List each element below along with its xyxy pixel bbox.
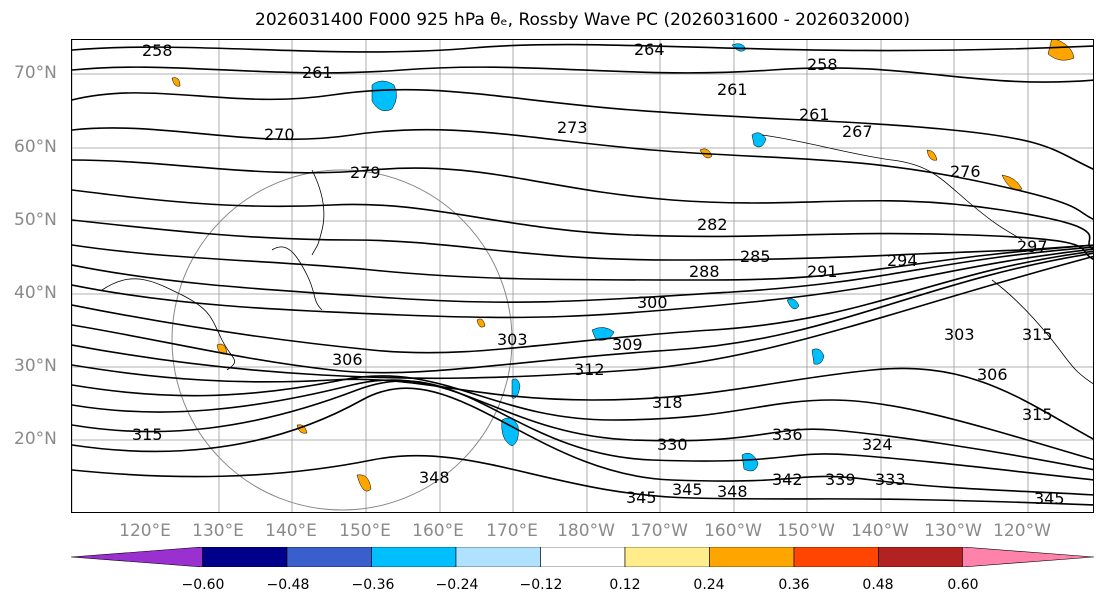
colorbar-segment xyxy=(962,547,1094,567)
colorbar-tick: 0.12 xyxy=(609,577,641,593)
map-panel: 258 261 264 258 261 261 267 270 273 276 … xyxy=(71,39,1094,513)
colorbar-segment xyxy=(878,547,964,567)
lon-label-140e: 140°E xyxy=(265,521,317,541)
colorbar-tick: −0.60 xyxy=(181,577,225,593)
contour-label: 315 xyxy=(1022,405,1053,424)
colorbar-segment xyxy=(540,547,626,567)
contour-label: 261 xyxy=(799,105,830,124)
lon-label-120e: 120°E xyxy=(119,521,171,541)
contour-label: 291 xyxy=(807,262,838,281)
contour-label: 264 xyxy=(634,40,665,59)
lon-label-130e: 130°E xyxy=(192,521,244,541)
contour-label: 318 xyxy=(652,393,683,412)
contour-label: 261 xyxy=(717,80,748,99)
contour-label: 306 xyxy=(977,365,1008,384)
contour-label: 267 xyxy=(842,122,873,141)
colorbar-segment xyxy=(709,547,795,567)
contour-labels: 258 261 264 258 261 261 267 270 273 276 … xyxy=(132,40,1065,508)
contour-label: 279 xyxy=(350,163,381,182)
lon-label-160e: 160°E xyxy=(412,521,464,541)
colorbar-tick: 0.48 xyxy=(862,577,894,593)
colorbar-tick: 0.24 xyxy=(693,577,725,593)
lon-label-150w: 150°W xyxy=(777,521,835,541)
colorbar-tick: −0.24 xyxy=(435,577,479,593)
contour-label: 297 xyxy=(1017,237,1048,256)
contour-label: 330 xyxy=(657,435,688,454)
lon-label-120w: 120°W xyxy=(993,521,1051,541)
lon-label-170w: 170°W xyxy=(630,521,688,541)
colorbar-segment xyxy=(793,547,879,567)
contour-label: 300 xyxy=(637,293,668,312)
lon-label-170e: 170°E xyxy=(486,521,538,541)
colorbar xyxy=(71,547,1094,567)
contour-label: 333 xyxy=(875,470,906,489)
contour-label: 258 xyxy=(807,55,838,74)
contour-label: 315 xyxy=(1022,325,1053,344)
lon-label-150e: 150°E xyxy=(339,521,391,541)
colorbar-segment xyxy=(202,547,288,567)
figure-title: 2026031400 F000 925 hPa θₑ, Rossby Wave … xyxy=(255,10,910,30)
range-rings xyxy=(171,169,513,511)
colorbar-segment xyxy=(71,547,203,567)
contour-label: 342 xyxy=(772,470,803,489)
contour-label: 303 xyxy=(944,325,975,344)
contour-label: 306 xyxy=(332,350,363,369)
lon-label-140w: 140°W xyxy=(851,521,909,541)
contour-label: 258 xyxy=(142,41,173,60)
lon-label-160w: 160°W xyxy=(704,521,762,541)
colorbar-segment xyxy=(371,547,457,567)
colorbar-tick: −0.48 xyxy=(266,577,310,593)
theta-e-contours xyxy=(72,43,1093,506)
map-canvas: 258 261 264 258 261 261 267 270 273 276 … xyxy=(72,40,1093,512)
contour-label: 288 xyxy=(689,262,720,281)
lon-label-180w: 180°W xyxy=(557,521,615,541)
lat-label-60n: 60°N xyxy=(14,137,57,157)
contour-label: 285 xyxy=(740,247,771,266)
lat-label-40n: 40°N xyxy=(14,283,57,303)
contour-label: 276 xyxy=(950,162,981,181)
graticule xyxy=(72,40,1093,512)
contour-label: 324 xyxy=(862,435,893,454)
lat-label-30n: 30°N xyxy=(14,356,57,376)
contour-label: 345 xyxy=(626,488,657,507)
contour-label: 348 xyxy=(717,482,748,501)
coastlines xyxy=(101,134,1093,385)
contour-label: 303 xyxy=(497,330,528,349)
contour-label: 345 xyxy=(672,480,703,499)
contour-label: 336 xyxy=(772,425,803,444)
contour-label: 315 xyxy=(132,425,163,444)
lat-label-70n: 70°N xyxy=(14,63,57,83)
contour-label: 339 xyxy=(825,470,856,489)
contour-label: 273 xyxy=(557,118,588,137)
colorbar-tick: 0.36 xyxy=(778,577,810,593)
colorbar-segment xyxy=(455,547,541,567)
contour-label: 312 xyxy=(574,360,605,379)
contour-label: 348 xyxy=(419,468,450,487)
lat-label-20n: 20°N xyxy=(14,429,57,449)
lat-label-50n: 50°N xyxy=(14,210,57,230)
colorbar-segment xyxy=(286,547,372,567)
lon-label-130w: 130°W xyxy=(924,521,982,541)
contour-label: 282 xyxy=(697,215,728,234)
colorbar-tick: 0.60 xyxy=(947,577,979,593)
contour-label: 261 xyxy=(302,63,333,82)
contour-label: 294 xyxy=(887,251,918,270)
colorbar-tick: −0.12 xyxy=(519,577,563,593)
colorbar-tick: −0.36 xyxy=(351,577,395,593)
contour-label: 270 xyxy=(264,125,295,144)
anomaly-shading xyxy=(171,40,1075,492)
contour-label: 345 xyxy=(1034,489,1065,508)
colorbar-segment xyxy=(624,547,710,567)
contour-label: 309 xyxy=(612,335,643,354)
